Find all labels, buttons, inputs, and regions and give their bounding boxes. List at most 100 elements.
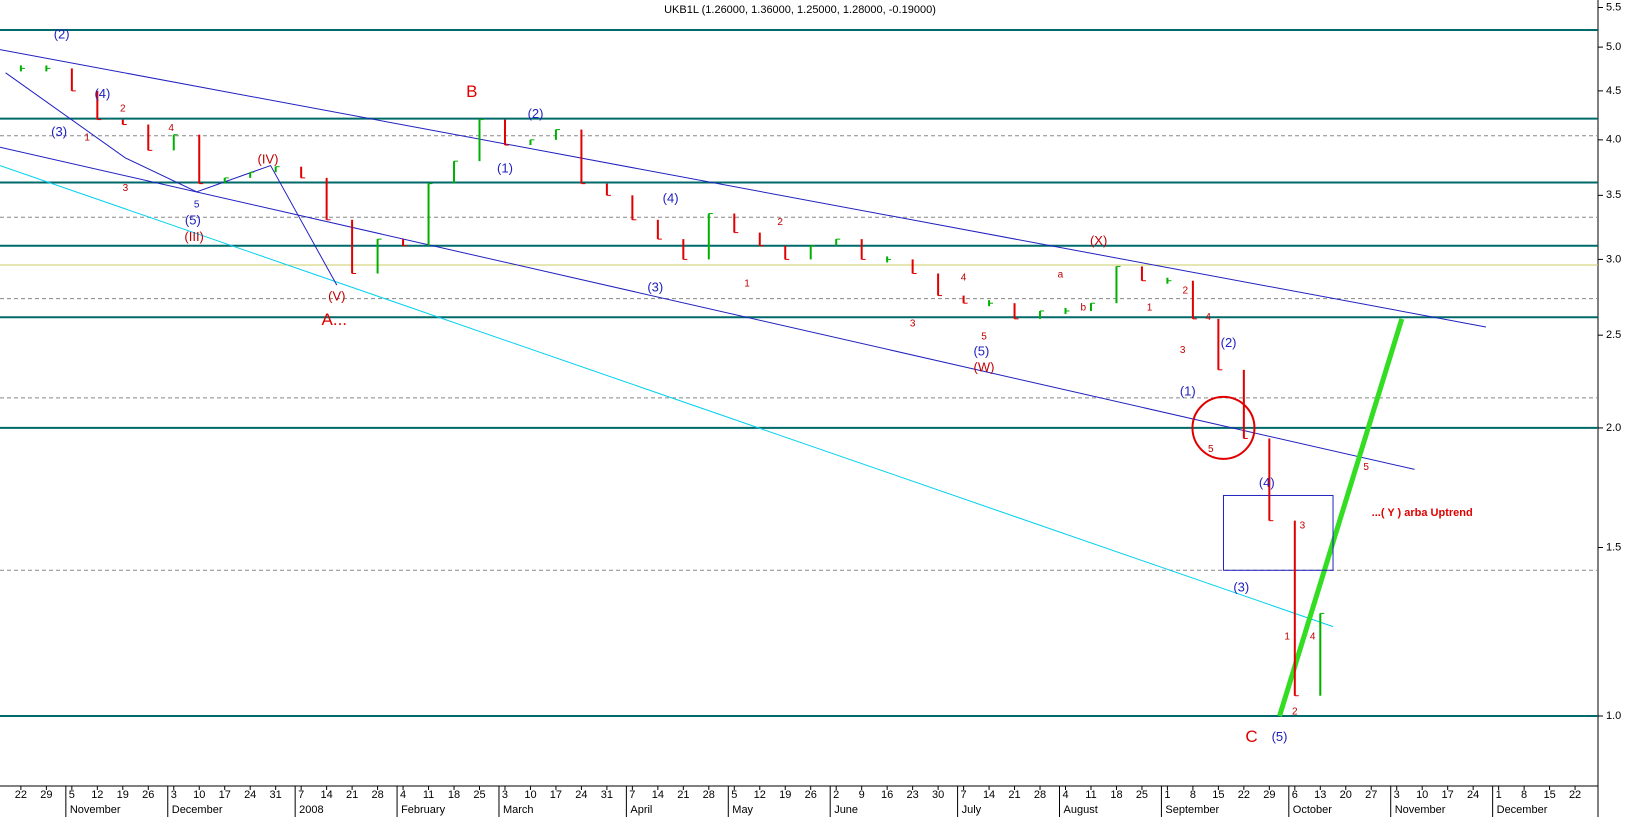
y-tick-label: 5.0 bbox=[1606, 41, 1621, 53]
x-tick-label: 22 bbox=[15, 789, 27, 801]
wave-label: (5) bbox=[1272, 729, 1288, 744]
month-label: December bbox=[172, 804, 223, 816]
trend-line bbox=[1277, 318, 1405, 717]
x-tick-label: 15 bbox=[1543, 789, 1555, 801]
x-tick-label: 17 bbox=[550, 789, 562, 801]
trend-line bbox=[5, 72, 338, 286]
x-tick-label: 3 bbox=[1394, 789, 1400, 801]
wave-label: (1) bbox=[497, 160, 513, 175]
x-tick-label: 25 bbox=[1136, 789, 1148, 801]
trend-line bbox=[0, 146, 1415, 470]
x-tick-label: 21 bbox=[346, 789, 358, 801]
x-tick-label: 21 bbox=[1008, 789, 1020, 801]
y-tick-label: 2.0 bbox=[1606, 422, 1621, 434]
wave-label: (2) bbox=[54, 26, 70, 41]
x-tick-label: 22 bbox=[1569, 789, 1581, 801]
y-tick-label: 4.5 bbox=[1606, 85, 1621, 97]
x-tick-label: 8 bbox=[1521, 789, 1527, 801]
trend-line bbox=[0, 165, 1334, 628]
x-tick-label: 12 bbox=[754, 789, 766, 801]
x-tick-label: 10 bbox=[1416, 789, 1428, 801]
y-tick-label: 3.5 bbox=[1606, 189, 1621, 201]
x-tick-label: 20 bbox=[1340, 789, 1352, 801]
x-tick-label: 24 bbox=[575, 789, 587, 801]
month-label: February bbox=[401, 804, 446, 816]
wave-label: 4 bbox=[168, 123, 174, 134]
month-label: September bbox=[1165, 804, 1219, 816]
y-tick-label: 3.0 bbox=[1606, 253, 1621, 265]
x-tick-label: 10 bbox=[193, 789, 205, 801]
wave-label: (1) bbox=[1180, 384, 1196, 399]
x-tick-label: 28 bbox=[703, 789, 715, 801]
month-label: June bbox=[834, 804, 858, 816]
x-tick-label: 14 bbox=[652, 789, 664, 801]
x-tick-label: 28 bbox=[371, 789, 383, 801]
x-tick-label: 15 bbox=[1212, 789, 1224, 801]
wave-label: b bbox=[1081, 302, 1087, 313]
x-tick-label: 5 bbox=[69, 789, 75, 801]
y-tick-label: 4.0 bbox=[1606, 134, 1621, 146]
month-label: August bbox=[1064, 804, 1098, 816]
wave-label: (W) bbox=[974, 359, 995, 374]
x-tick-label: 18 bbox=[448, 789, 460, 801]
wave-label: 5 bbox=[1208, 444, 1214, 455]
x-tick-label: 24 bbox=[244, 789, 256, 801]
x-tick-label: 30 bbox=[932, 789, 944, 801]
month-label: April bbox=[630, 804, 652, 816]
month-label: July bbox=[962, 804, 982, 816]
x-tick-label: 14 bbox=[321, 789, 333, 801]
wave-label: (4) bbox=[94, 86, 110, 101]
x-tick-label: 7 bbox=[298, 789, 304, 801]
x-tick-label: 3 bbox=[502, 789, 508, 801]
wave-label: (5) bbox=[185, 212, 201, 227]
month-label: November bbox=[1395, 804, 1446, 816]
trend-line bbox=[0, 49, 1486, 328]
wave-label: (4) bbox=[663, 190, 679, 205]
x-tick-label: 29 bbox=[1263, 789, 1275, 801]
y-tick-label: 1.5 bbox=[1606, 541, 1621, 553]
wave-label: B bbox=[466, 82, 477, 101]
x-tick-label: 7 bbox=[961, 789, 967, 801]
x-tick-label: 31 bbox=[270, 789, 282, 801]
y-tick-label: 5.5 bbox=[1606, 1, 1621, 13]
x-tick-label: 8 bbox=[1190, 789, 1196, 801]
wave-label: (X) bbox=[1090, 233, 1107, 248]
highlight-box bbox=[1222, 494, 1334, 571]
x-tick-label: 9 bbox=[859, 789, 865, 801]
x-tick-label: 5 bbox=[731, 789, 737, 801]
x-tick-label: 2 bbox=[833, 789, 839, 801]
wave-label: 4 bbox=[1205, 312, 1211, 323]
x-tick-label: 23 bbox=[907, 789, 919, 801]
wave-label: ...( Y ) arba Uptrend bbox=[1372, 507, 1473, 519]
x-tick-label: 31 bbox=[601, 789, 613, 801]
month-label: 2008 bbox=[299, 804, 323, 816]
wave-label: 5 bbox=[981, 331, 987, 342]
wave-label: 4 bbox=[961, 272, 967, 283]
x-tick-label: 11 bbox=[423, 789, 434, 801]
wave-label: 1 bbox=[1284, 631, 1290, 642]
wave-label: 3 bbox=[910, 318, 916, 329]
x-tick-label: 21 bbox=[677, 789, 689, 801]
wave-label: (2) bbox=[1221, 335, 1237, 350]
wave-label: C bbox=[1245, 727, 1257, 746]
x-tick-label: 29 bbox=[40, 789, 52, 801]
x-tick-label: 17 bbox=[1442, 789, 1454, 801]
wave-label: 1 bbox=[84, 132, 90, 143]
highlight-circle bbox=[1191, 395, 1256, 460]
x-tick-label: 26 bbox=[805, 789, 817, 801]
x-tick-label: 25 bbox=[473, 789, 485, 801]
wave-label: (3) bbox=[647, 280, 663, 295]
x-tick-label: 13 bbox=[1314, 789, 1326, 801]
wave-label: (V) bbox=[328, 289, 345, 304]
x-tick-label: 6 bbox=[1292, 789, 1298, 801]
wave-label: 5 bbox=[1363, 462, 1369, 473]
x-tick-label: 18 bbox=[1110, 789, 1122, 801]
x-tick-label: 24 bbox=[1467, 789, 1479, 801]
wave-label: 5 bbox=[194, 200, 200, 211]
month-label: December bbox=[1497, 804, 1548, 816]
y-tick-label: 1.0 bbox=[1606, 710, 1621, 722]
x-tick-label: 14 bbox=[983, 789, 995, 801]
month-label: October bbox=[1293, 804, 1332, 816]
x-tick-label: 4 bbox=[400, 789, 406, 801]
